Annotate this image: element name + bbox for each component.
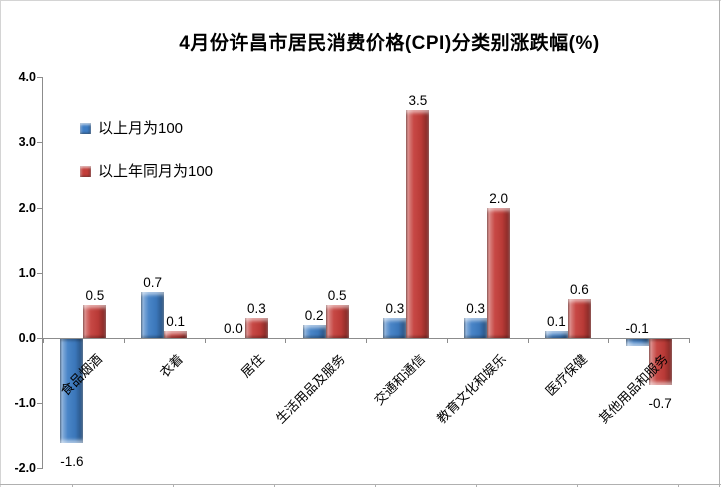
category-label-3: 生活用品及服务 bbox=[272, 351, 348, 427]
worksheet-column-tick bbox=[72, 484, 73, 487]
category-label-5: 教育文化和娱乐 bbox=[434, 351, 510, 427]
bar-yoy-3 bbox=[325, 305, 349, 338]
y-axis-tick-label: -2.0 bbox=[14, 461, 36, 476]
bar-yoy-7 bbox=[648, 339, 672, 385]
y-axis-tick bbox=[37, 207, 43, 209]
worksheet-column-tick bbox=[173, 484, 174, 487]
worksheet-column-tick bbox=[274, 484, 275, 487]
category-label-7: 其他用品和服务 bbox=[595, 351, 671, 427]
worksheet-column-tick bbox=[678, 484, 679, 487]
y-axis-line bbox=[42, 77, 43, 469]
y-axis-tick-label: -1.0 bbox=[14, 396, 36, 411]
legend-label: 以上月为100 bbox=[98, 120, 184, 137]
x-axis-tick bbox=[446, 338, 448, 343]
bar-yoy-1 bbox=[164, 331, 188, 338]
y-axis-tick bbox=[37, 77, 43, 79]
y-axis-tick-label: 3.0 bbox=[18, 135, 36, 150]
y-axis-tick bbox=[37, 338, 43, 339]
legend-label: 以上年同月为100 bbox=[98, 163, 214, 180]
worksheet-column-tick bbox=[577, 484, 578, 487]
data-label: -1.6 bbox=[60, 454, 84, 470]
legend-swatch-red bbox=[80, 166, 91, 177]
worksheet-gridline-left bbox=[0, 0, 1, 487]
worksheet-gridline-bottom bbox=[0, 484, 721, 485]
data-label: 0.7 bbox=[143, 275, 163, 291]
y-axis-tick-label: 2.0 bbox=[18, 200, 36, 215]
x-axis-tick bbox=[43, 338, 44, 343]
x-axis-tick bbox=[527, 338, 529, 343]
worksheet-gridline-top bbox=[0, 0, 721, 1]
worksheet-column-tick bbox=[476, 484, 477, 487]
data-label: 0.1 bbox=[166, 314, 186, 330]
worksheet-gridline-right bbox=[719, 0, 720, 487]
bar-mom-4 bbox=[383, 318, 407, 338]
bar-mom-6 bbox=[544, 331, 568, 338]
chart-title: 4月份许昌市居民消费价格(CPI)分类别涨跌幅(%) bbox=[179, 33, 600, 54]
data-label: -0.1 bbox=[625, 321, 649, 336]
bar-yoy-6 bbox=[567, 298, 591, 338]
y-axis-tick-label: 0.0 bbox=[18, 331, 36, 345]
bar-mom-3 bbox=[302, 324, 326, 338]
data-label: 2.0 bbox=[489, 190, 509, 206]
bar-yoy-5 bbox=[487, 207, 511, 338]
bar-yoy-0 bbox=[83, 305, 107, 338]
data-label: 0.3 bbox=[385, 301, 405, 317]
legend-item-year-on-year: 以上年同月为100 bbox=[80, 164, 213, 179]
legend-item-month-on-month: 以上月为100 bbox=[80, 121, 183, 136]
x-axis-tick bbox=[204, 338, 206, 343]
y-axis-tick bbox=[37, 142, 43, 144]
bar-mom-1 bbox=[141, 292, 165, 338]
data-label: 0.0 bbox=[223, 321, 243, 336]
bar-yoy-2 bbox=[244, 318, 268, 338]
x-axis-tick bbox=[123, 338, 125, 343]
x-axis-tick bbox=[366, 338, 367, 343]
bar-mom-0 bbox=[60, 339, 84, 444]
data-label: 0.6 bbox=[569, 281, 589, 297]
bar-mom-7 bbox=[625, 339, 649, 346]
x-axis-tick bbox=[689, 338, 690, 343]
y-axis-tick bbox=[37, 468, 43, 470]
x-axis-line bbox=[42, 338, 689, 339]
y-axis-tick bbox=[37, 403, 43, 405]
x-axis-tick bbox=[285, 338, 287, 343]
category-label-4: 交通和通信 bbox=[371, 351, 429, 408]
category-label-2: 居住 bbox=[237, 351, 267, 381]
category-label-6: 医疗保健 bbox=[542, 351, 590, 399]
data-label: 0.1 bbox=[546, 314, 566, 330]
legend-swatch-blue bbox=[80, 123, 91, 134]
data-label: -0.7 bbox=[648, 395, 672, 411]
worksheet-column-tick bbox=[375, 484, 376, 487]
data-label: 0.5 bbox=[327, 288, 347, 304]
data-label: 0.3 bbox=[466, 301, 486, 317]
y-axis-tick-label: 4.0 bbox=[18, 70, 36, 85]
bar-yoy-4 bbox=[406, 109, 430, 338]
y-axis-tick-label: 1.0 bbox=[18, 265, 36, 280]
y-axis-tick bbox=[37, 272, 43, 274]
bar-mom-5 bbox=[464, 318, 488, 338]
data-label: 3.5 bbox=[408, 92, 428, 108]
data-label: 0.2 bbox=[304, 307, 324, 323]
data-label: 0.3 bbox=[246, 301, 266, 317]
data-label: 0.5 bbox=[85, 288, 105, 304]
x-axis-tick bbox=[608, 338, 610, 343]
